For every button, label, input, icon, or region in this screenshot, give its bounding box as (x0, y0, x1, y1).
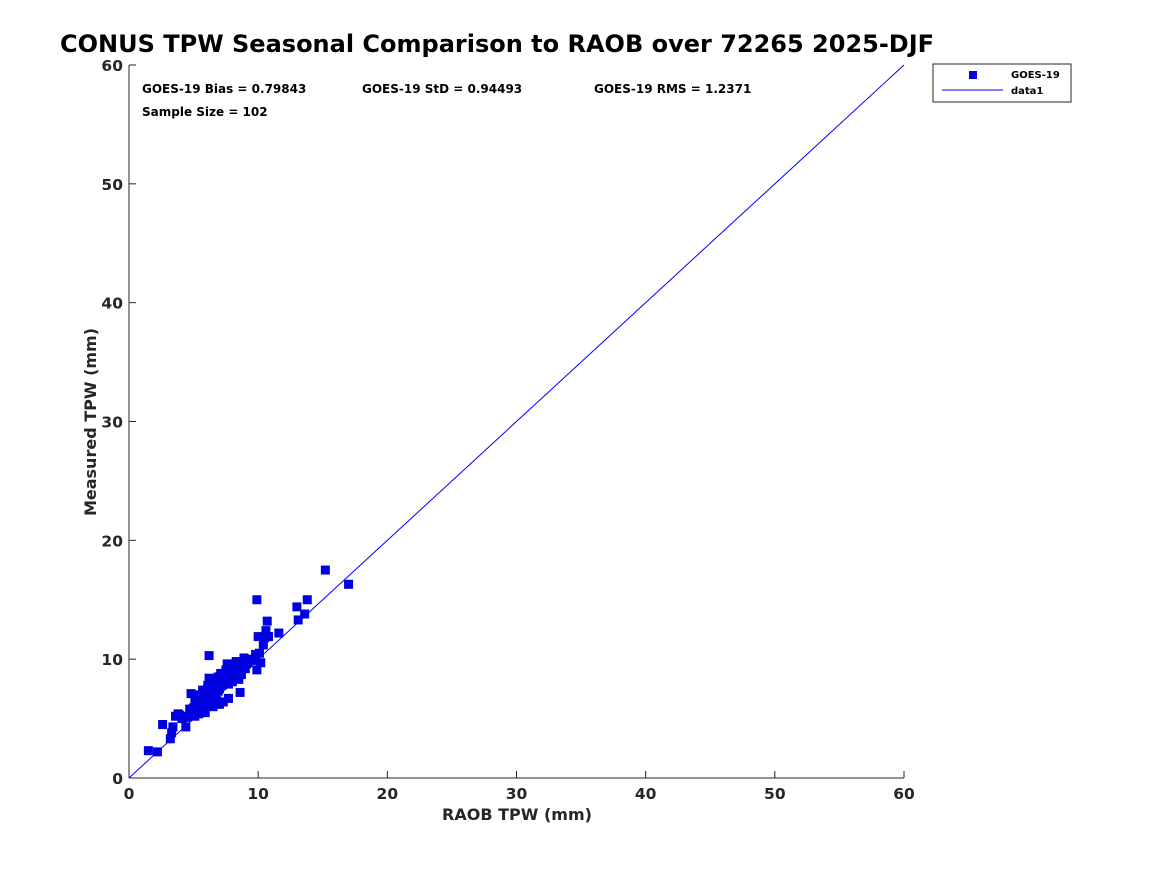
scatter-point (191, 706, 201, 716)
scatter-point (143, 746, 153, 756)
x-tick-label: 50 (764, 785, 786, 803)
scatter-point (258, 640, 268, 650)
y-tick-label: 50 (101, 176, 123, 194)
scatter-point (216, 668, 226, 678)
y-tick-label: 0 (112, 770, 123, 788)
scatter-point (158, 720, 168, 730)
scatter-point (254, 648, 264, 658)
scatter-point (199, 696, 209, 706)
scatter-point (203, 680, 213, 690)
y-ticks: 0 10 20 30 40 50 60 (101, 57, 136, 788)
scatter-point (344, 579, 354, 589)
scatter-point (226, 659, 236, 669)
x-tick-label: 40 (635, 785, 657, 803)
scatter-point (239, 653, 249, 663)
axes: 0 10 20 30 40 50 60 0 10 20 30 40 50 60 (101, 57, 915, 803)
scatter-point (256, 658, 266, 668)
x-tick-label: 10 (247, 785, 269, 803)
scatter-point (213, 686, 223, 696)
scatter-point (292, 602, 302, 612)
x-tick-label: 30 (506, 785, 528, 803)
scatter-point (235, 662, 245, 672)
scatter-point (262, 616, 272, 626)
scatter-point (218, 679, 228, 689)
legend-marker-goes19 (969, 71, 977, 79)
scatter-point (264, 632, 273, 642)
scatter-point (205, 697, 215, 707)
scatter-point (217, 673, 227, 683)
scatter-point (300, 609, 310, 619)
scatter-point (190, 697, 200, 707)
x-ticks: 0 10 20 30 40 50 60 (124, 771, 915, 803)
y-tick-label: 60 (101, 57, 123, 75)
scatter-point (208, 702, 218, 712)
scatter-point (261, 626, 271, 636)
x-axis-label: RAOB TPW (mm) (442, 805, 592, 824)
series-scatter-group (143, 565, 354, 757)
scatter-point (229, 668, 239, 678)
scatter-point (234, 674, 244, 684)
rms-annotation: GOES-19 RMS = 1.2371 (594, 82, 751, 96)
legend-label-goes19: GOES-19 (1011, 70, 1060, 81)
scatter-point (182, 712, 192, 722)
x-tick-label: 20 (377, 785, 399, 803)
scatter-point (195, 690, 205, 700)
x-tick-label: 0 (124, 785, 135, 803)
scatter-point (236, 670, 246, 680)
y-axis-label: Measured TPW (mm) (81, 328, 100, 516)
plot-area (128, 64, 905, 779)
scatter-point (240, 664, 250, 674)
scatter-point (223, 693, 233, 703)
scatter-point (212, 679, 222, 689)
y-tick-label: 20 (101, 532, 123, 550)
scatter-point (186, 689, 196, 699)
chart-title: CONUS TPW Seasonal Comparison to RAOB ov… (60, 30, 934, 58)
y-tick-label: 10 (101, 651, 123, 669)
scatter-point (235, 687, 245, 697)
scatter-point (152, 747, 162, 757)
scatter-point (252, 665, 262, 675)
scatter-point (167, 728, 177, 738)
scatter-point (253, 632, 263, 642)
std-annotation: GOES-19 StD = 0.94493 (362, 82, 522, 96)
legend-box (932, 63, 1072, 103)
scatter-point (174, 710, 184, 720)
y-tick-label: 30 (101, 414, 123, 432)
scatter-point (185, 704, 195, 714)
scatter-point (320, 565, 330, 575)
sample-size-annotation: Sample Size = 102 (142, 105, 268, 119)
scatter-point (231, 657, 241, 667)
scatter-point (252, 595, 262, 605)
scatter-point (274, 628, 284, 638)
legend: GOES-19 data1 (932, 63, 1072, 103)
scatter-point (204, 673, 214, 683)
scatter-point (200, 708, 210, 718)
scatter-point (181, 722, 191, 732)
scatter-point (242, 659, 252, 669)
scatter-point (194, 702, 204, 712)
legend-label-data1: data1 (1011, 86, 1043, 97)
scatter-point (204, 651, 214, 661)
bias-annotation: GOES-19 Bias = 0.79843 (142, 82, 306, 96)
scatter-point (218, 697, 228, 707)
scatter-point (293, 615, 303, 625)
scatter-point (165, 734, 175, 744)
scatter-point (222, 667, 232, 677)
scatter-point (302, 595, 312, 605)
scatter-point (168, 722, 178, 732)
scatter-point (248, 655, 258, 665)
y-tick-label: 40 (101, 295, 123, 313)
x-tick-label: 60 (893, 785, 915, 803)
